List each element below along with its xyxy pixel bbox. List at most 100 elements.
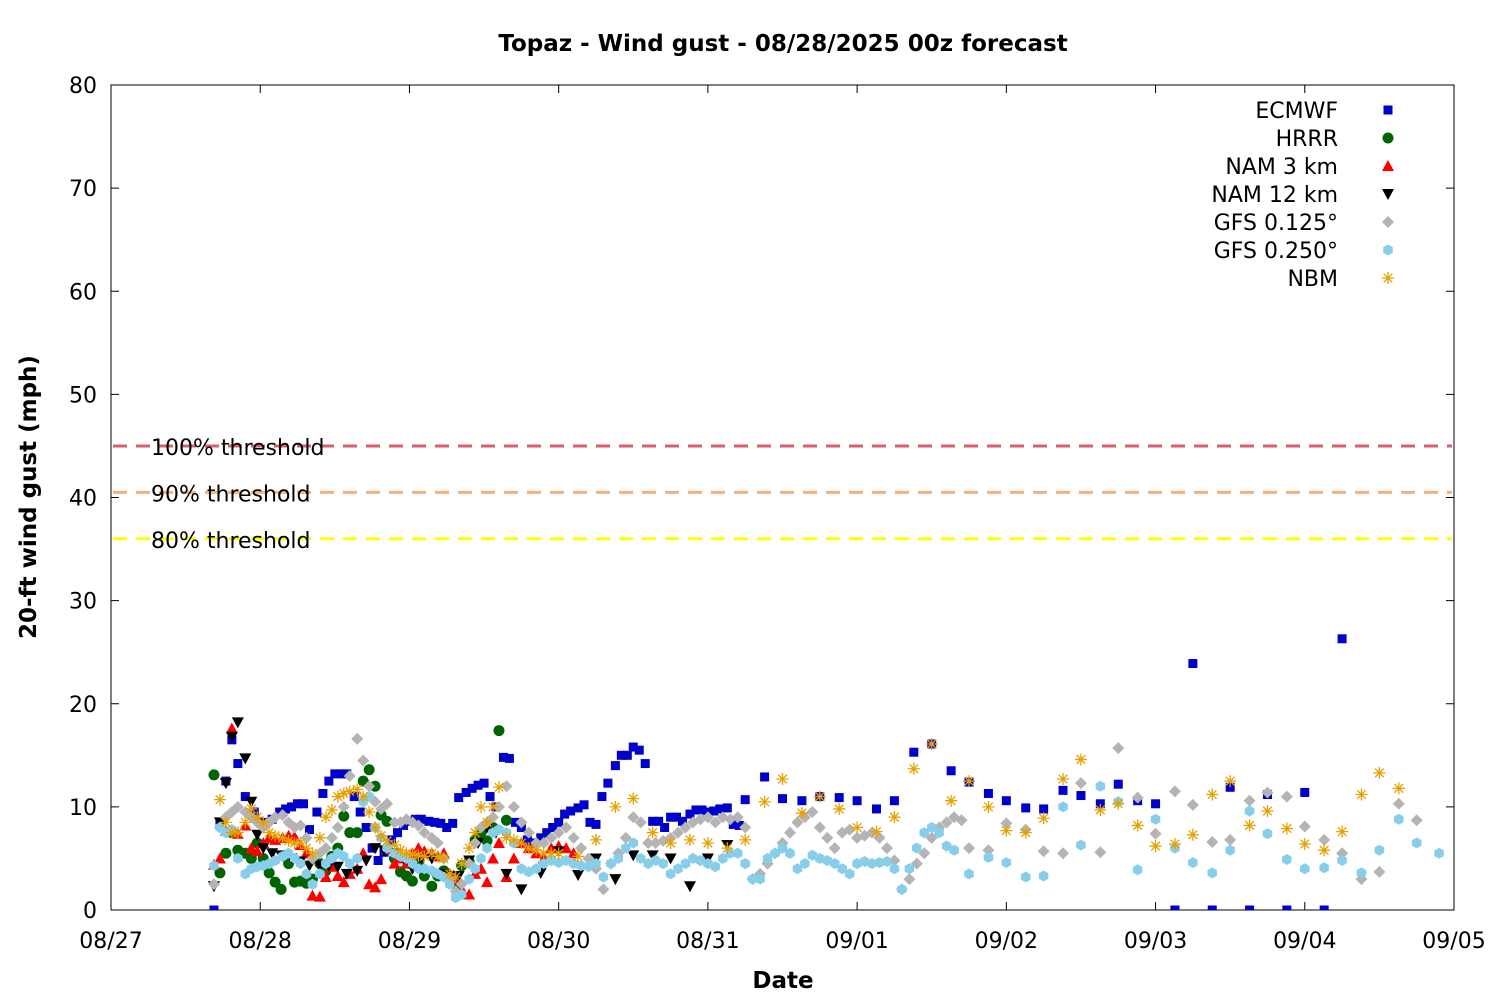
data-point — [349, 792, 359, 802]
data-point — [561, 855, 571, 866]
data-point — [239, 753, 252, 765]
data-point — [494, 824, 504, 836]
data-point — [275, 883, 287, 895]
x-tick-label: 09/03 — [1124, 929, 1187, 954]
data-point — [482, 842, 492, 854]
legend-marker — [1382, 160, 1394, 171]
data-point — [295, 858, 306, 870]
data-point — [762, 852, 773, 864]
data-point — [1392, 797, 1405, 810]
data-point — [336, 769, 346, 779]
data-point — [294, 836, 307, 849]
data-point — [398, 820, 408, 830]
data-point — [882, 856, 892, 867]
data-point — [837, 863, 847, 875]
data-point — [319, 811, 332, 824]
legend-label: NAM 3 km — [1225, 155, 1338, 180]
data-point — [785, 847, 795, 859]
data-point — [481, 876, 494, 888]
data-point — [339, 850, 349, 862]
data-point — [739, 833, 752, 846]
data-point — [492, 836, 505, 848]
data-point — [515, 816, 528, 829]
data-point — [412, 842, 425, 854]
data-point — [1434, 847, 1444, 859]
data-point — [983, 851, 994, 863]
data-point — [220, 847, 232, 859]
data-point — [1150, 813, 1161, 825]
data-point — [672, 826, 685, 839]
legend-label: GFS 0.250° — [1214, 239, 1338, 264]
data-point — [418, 850, 431, 863]
data-point — [660, 823, 670, 832]
data-point — [909, 747, 919, 757]
data-point — [449, 871, 462, 883]
data-point — [680, 858, 691, 870]
data-point — [219, 778, 232, 790]
data-point — [245, 802, 258, 815]
data-point — [406, 848, 419, 861]
x-tick-label: 09/01 — [825, 929, 888, 954]
data-point — [343, 785, 356, 798]
data-point — [1188, 857, 1198, 869]
x-tick-label: 08/29 — [378, 929, 441, 954]
data-point — [1373, 865, 1386, 878]
legend-marker — [1382, 132, 1394, 144]
data-point — [325, 803, 338, 816]
data-point — [627, 792, 640, 805]
data-point — [442, 823, 452, 832]
y-tick-label: 70 — [69, 177, 97, 202]
data-point — [919, 827, 929, 839]
data-point — [622, 750, 632, 760]
y-tick-label: 20 — [69, 693, 97, 718]
data-point — [1057, 773, 1070, 786]
data-point — [343, 769, 356, 782]
data-point — [500, 868, 513, 880]
data-point — [1394, 813, 1404, 825]
x-tick-label: 09/05 — [1422, 929, 1485, 954]
data-point — [907, 762, 920, 775]
data-point — [504, 753, 514, 763]
data-point — [852, 796, 862, 806]
data-point — [363, 878, 376, 890]
data-point — [318, 788, 328, 798]
data-point — [567, 831, 580, 844]
data-point — [721, 842, 734, 855]
data-point — [479, 778, 489, 788]
data-point — [387, 835, 397, 845]
data-point — [1206, 835, 1219, 848]
data-point — [634, 816, 647, 829]
data-point — [231, 717, 244, 729]
data-point — [351, 732, 364, 745]
x-axis-label: Date — [752, 968, 813, 994]
data-point — [1319, 905, 1329, 910]
data-point — [579, 800, 589, 810]
data-point — [797, 796, 807, 806]
data-point — [298, 799, 308, 809]
data-point — [1149, 840, 1162, 853]
data-point — [1113, 779, 1123, 789]
data-point — [1021, 803, 1031, 813]
data-point — [337, 876, 350, 888]
data-point — [381, 797, 394, 810]
data-point — [573, 803, 583, 813]
data-point — [418, 826, 431, 839]
data-point — [1112, 742, 1125, 755]
data-point — [552, 847, 565, 860]
data-point — [941, 840, 952, 852]
data-point — [903, 873, 916, 886]
data-point — [821, 831, 834, 844]
data-point — [1132, 864, 1143, 876]
data-point — [852, 858, 862, 870]
data-point — [945, 794, 958, 807]
data-point — [1282, 854, 1292, 865]
data-point — [425, 847, 438, 860]
data-point — [685, 809, 695, 819]
data-point — [1298, 820, 1311, 833]
data-point — [889, 863, 900, 875]
data-point — [603, 778, 613, 788]
data-point — [539, 858, 549, 870]
data-point — [946, 766, 956, 776]
data-point — [470, 863, 480, 875]
